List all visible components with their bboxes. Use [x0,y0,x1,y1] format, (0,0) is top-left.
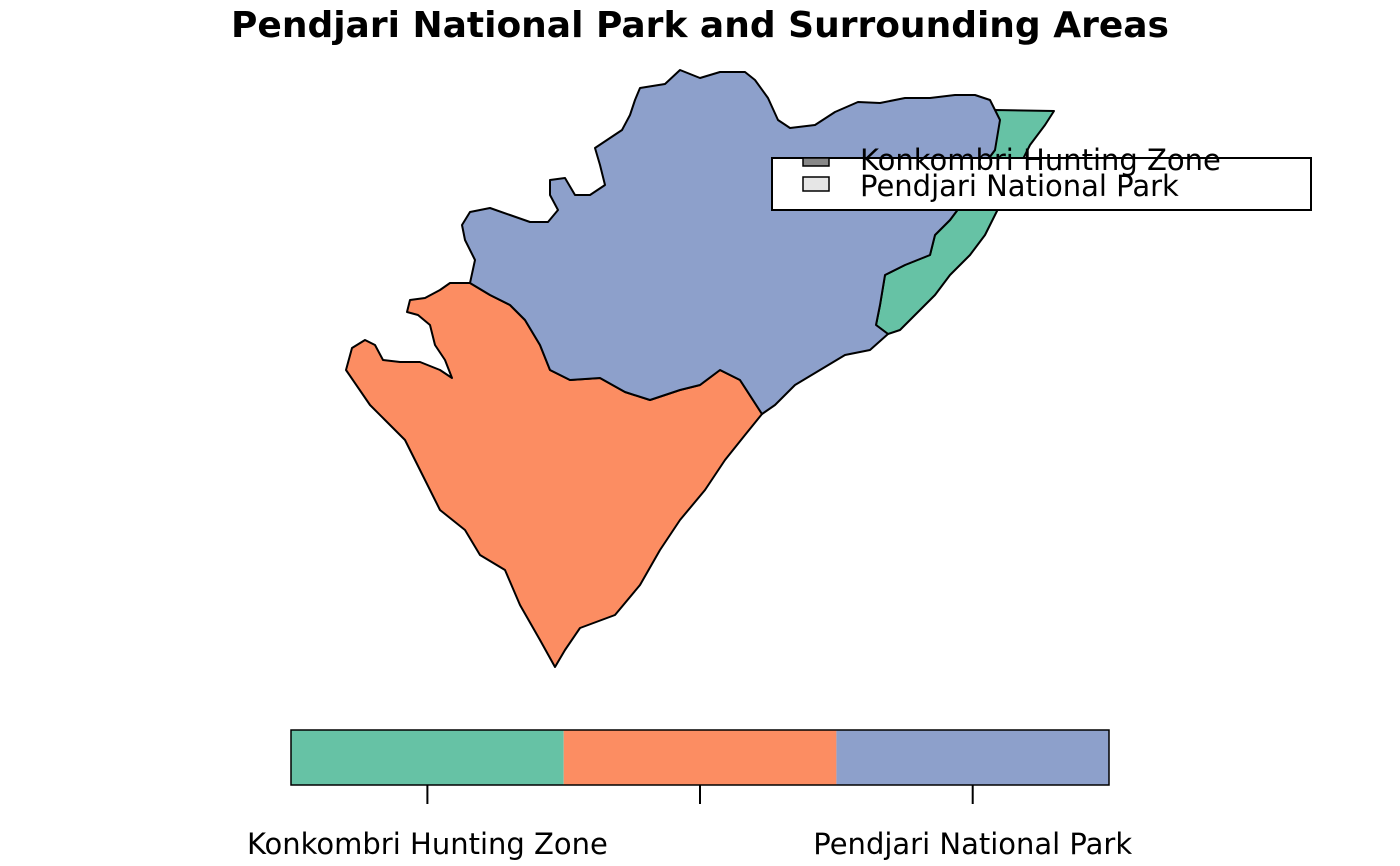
colorbar-segment-3 [836,730,1109,785]
map-title: Pendjari National Park and Surrounding A… [231,5,1169,46]
colorbar-tick-label-3: Pendjari National Park [813,827,1132,861]
legend-label-national-park: Pendjari National Park [860,169,1179,203]
colorbar-tick-label-1: Konkombri Hunting Zone [247,827,608,861]
colorbar-segment-2 [563,730,837,785]
colorbar: Konkombri Hunting Zone Pendjari National… [247,729,1132,861]
map-legend: Konkombri Hunting Zone Pendjari National… [771,143,1312,211]
legend-swatch-national-park [802,176,830,192]
legend-label-hunting-zone: Konkombri Hunting Zone [860,143,1221,177]
zone-blue [461,69,1001,415]
legend-swatch-hunting-zone [802,157,830,167]
colorbar-segment-1 [291,730,564,785]
